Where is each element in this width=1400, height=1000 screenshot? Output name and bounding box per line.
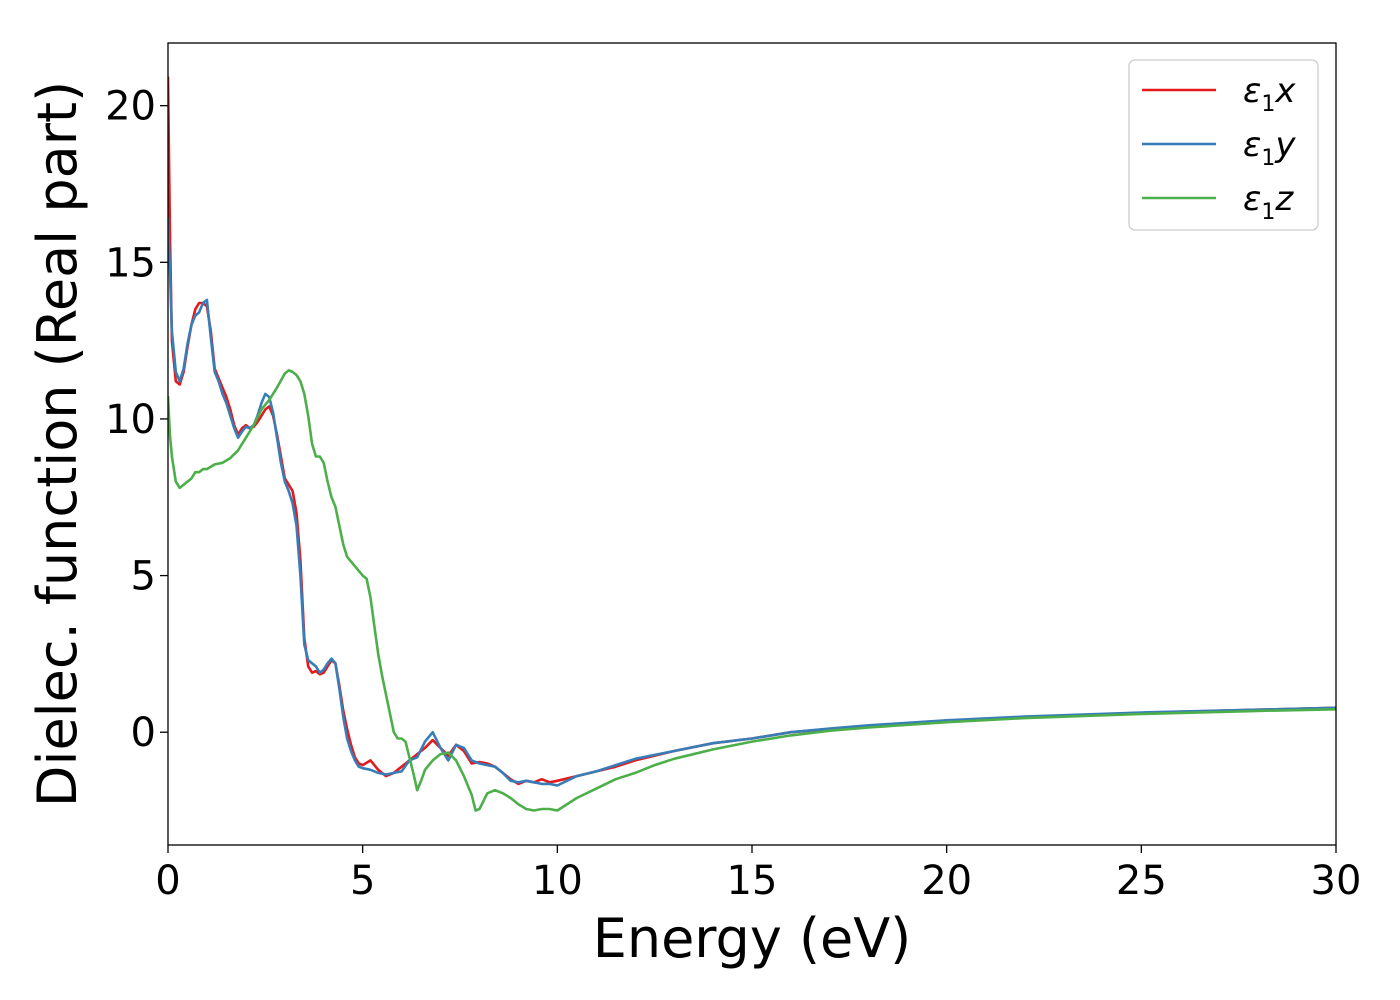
x-tick-label: 5	[350, 858, 375, 904]
legend: ε1x ε1y ε1z	[1128, 59, 1319, 231]
series-line-z	[168, 369, 1336, 812]
legend-box	[1128, 59, 1319, 231]
y-tick-label: 0	[131, 710, 156, 756]
x-tick-label: 0	[155, 858, 180, 904]
legend-label-z: ε1z	[1243, 179, 1294, 225]
series-line-y	[168, 217, 1336, 787]
y-axis-ticks: 0 5 10 15 20	[105, 84, 168, 756]
y-tick-label: 10	[105, 397, 156, 443]
x-tick-label: 20	[921, 858, 972, 904]
x-tick-label: 25	[1116, 858, 1167, 904]
y-tick-label: 5	[131, 554, 156, 600]
x-tick-label: 10	[532, 858, 583, 904]
x-axis-ticks: 0 5 10 15 20 25 30	[155, 845, 1361, 904]
y-tick-label: 20	[105, 84, 156, 130]
series-layer	[168, 76, 1336, 812]
x-axis-title: Energy (eV)	[593, 907, 912, 970]
x-tick-label: 30	[1311, 858, 1362, 904]
x-tick-label: 15	[727, 858, 778, 904]
y-axis-title: Dielec. function (Real part)	[26, 81, 89, 807]
legend-label-y: ε1y	[1243, 125, 1296, 171]
y-tick-label: 15	[105, 240, 156, 286]
legend-label-x: ε1x	[1243, 71, 1296, 117]
